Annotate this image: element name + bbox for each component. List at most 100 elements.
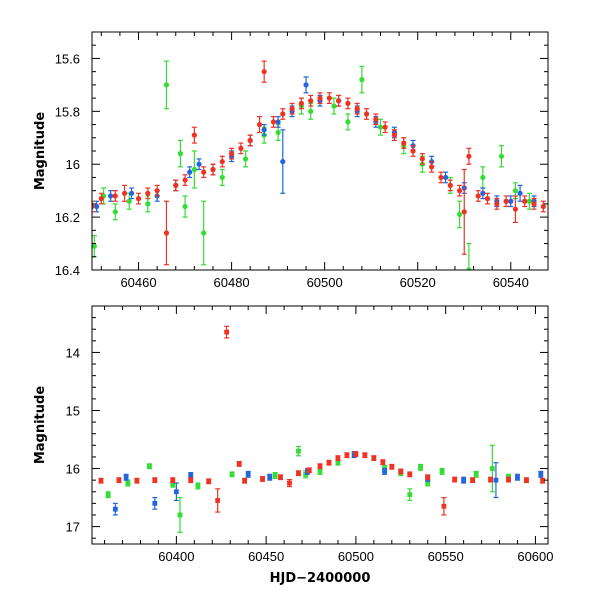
data-point <box>177 512 183 518</box>
data-point <box>275 129 281 136</box>
series-0 <box>92 60 532 270</box>
data-point <box>308 108 314 114</box>
data-point <box>256 121 263 128</box>
y-tick-label: 15 <box>66 403 80 418</box>
data-point <box>466 153 472 159</box>
data-point <box>522 198 528 204</box>
data-point <box>191 132 197 138</box>
plot-area <box>98 325 546 533</box>
data-point <box>270 119 277 125</box>
data-point <box>447 182 453 188</box>
data-point <box>443 174 449 181</box>
data-point <box>123 474 129 480</box>
series-1 <box>94 76 537 213</box>
data-point <box>228 151 235 157</box>
data-point <box>488 477 493 482</box>
data-point <box>191 166 197 173</box>
data-point <box>112 209 118 215</box>
x-tick-label: 60500 <box>307 275 343 290</box>
data-point <box>407 471 413 477</box>
y-tick-label: 17 <box>66 520 80 535</box>
data-point <box>498 153 505 159</box>
data-point <box>173 182 179 188</box>
data-point <box>461 477 467 483</box>
data-point <box>170 481 176 487</box>
data-point <box>187 169 193 175</box>
data-point <box>345 100 351 106</box>
data-point <box>182 177 188 183</box>
data-point <box>261 69 267 75</box>
data-point <box>526 198 532 204</box>
data-point <box>128 190 135 196</box>
data-point <box>438 174 444 181</box>
data-point <box>524 477 529 483</box>
data-point <box>201 230 207 236</box>
data-point <box>296 470 301 476</box>
top-panel: 60460 60480 60500 60520 6054015.615.81616.21… <box>33 31 549 290</box>
data-point <box>98 196 104 202</box>
y-tick-label: 15.6 <box>55 51 80 66</box>
data-point <box>267 474 273 480</box>
data-point <box>540 203 546 210</box>
x-tick-label: 60600 <box>517 549 553 564</box>
data-point <box>359 77 365 83</box>
data-point <box>377 124 384 130</box>
data-point <box>289 106 295 112</box>
y-tick-label: 16.2 <box>55 210 80 225</box>
data-point <box>173 489 179 495</box>
y-tick-label: 15.8 <box>55 104 80 119</box>
data-point <box>512 188 519 194</box>
data-point <box>280 111 286 117</box>
data-point <box>247 137 253 144</box>
data-point <box>224 329 230 335</box>
data-point <box>389 464 395 470</box>
data-point <box>398 469 404 474</box>
data-point <box>362 452 368 458</box>
data-point <box>484 196 491 202</box>
data-point <box>475 193 481 199</box>
data-point <box>382 124 388 130</box>
data-point <box>493 477 499 483</box>
data-point <box>418 464 423 470</box>
data-point <box>296 448 301 454</box>
data-point <box>317 463 323 469</box>
y-tick-label: 16 <box>66 157 80 172</box>
data-point <box>306 467 312 473</box>
data-point <box>489 466 495 471</box>
data-point <box>219 158 225 165</box>
data-point <box>517 190 523 196</box>
data-point <box>188 473 194 478</box>
data-point <box>182 203 188 210</box>
data-point <box>163 82 170 88</box>
data-point <box>419 156 425 162</box>
data-point <box>188 477 194 483</box>
data-point <box>260 476 265 482</box>
x-axis: 60400 60450 60500 60550 60600 <box>104 306 554 564</box>
data-point <box>382 469 388 474</box>
data-point <box>326 460 332 466</box>
data-point <box>407 492 413 498</box>
axes-frame <box>91 305 549 545</box>
data-point <box>196 161 202 167</box>
series-2 <box>92 60 546 266</box>
y-tick-label: 16 <box>66 462 80 477</box>
data-point <box>410 148 416 154</box>
data-point <box>275 119 281 125</box>
data-point <box>540 478 546 484</box>
data-point <box>147 463 152 469</box>
data-point <box>425 480 431 486</box>
data-point <box>108 193 114 199</box>
data-point <box>391 132 398 138</box>
y-axis: 14 15 16 17 <box>66 305 548 539</box>
data-point <box>261 127 267 133</box>
data-point <box>280 158 286 165</box>
x-axis-title: HJD−2400000 <box>270 571 371 586</box>
data-point <box>473 471 479 477</box>
data-point <box>126 198 132 204</box>
data-point <box>229 471 235 477</box>
data-point <box>152 500 158 506</box>
data-point <box>195 483 201 489</box>
data-point <box>206 478 212 484</box>
data-point <box>170 477 176 483</box>
